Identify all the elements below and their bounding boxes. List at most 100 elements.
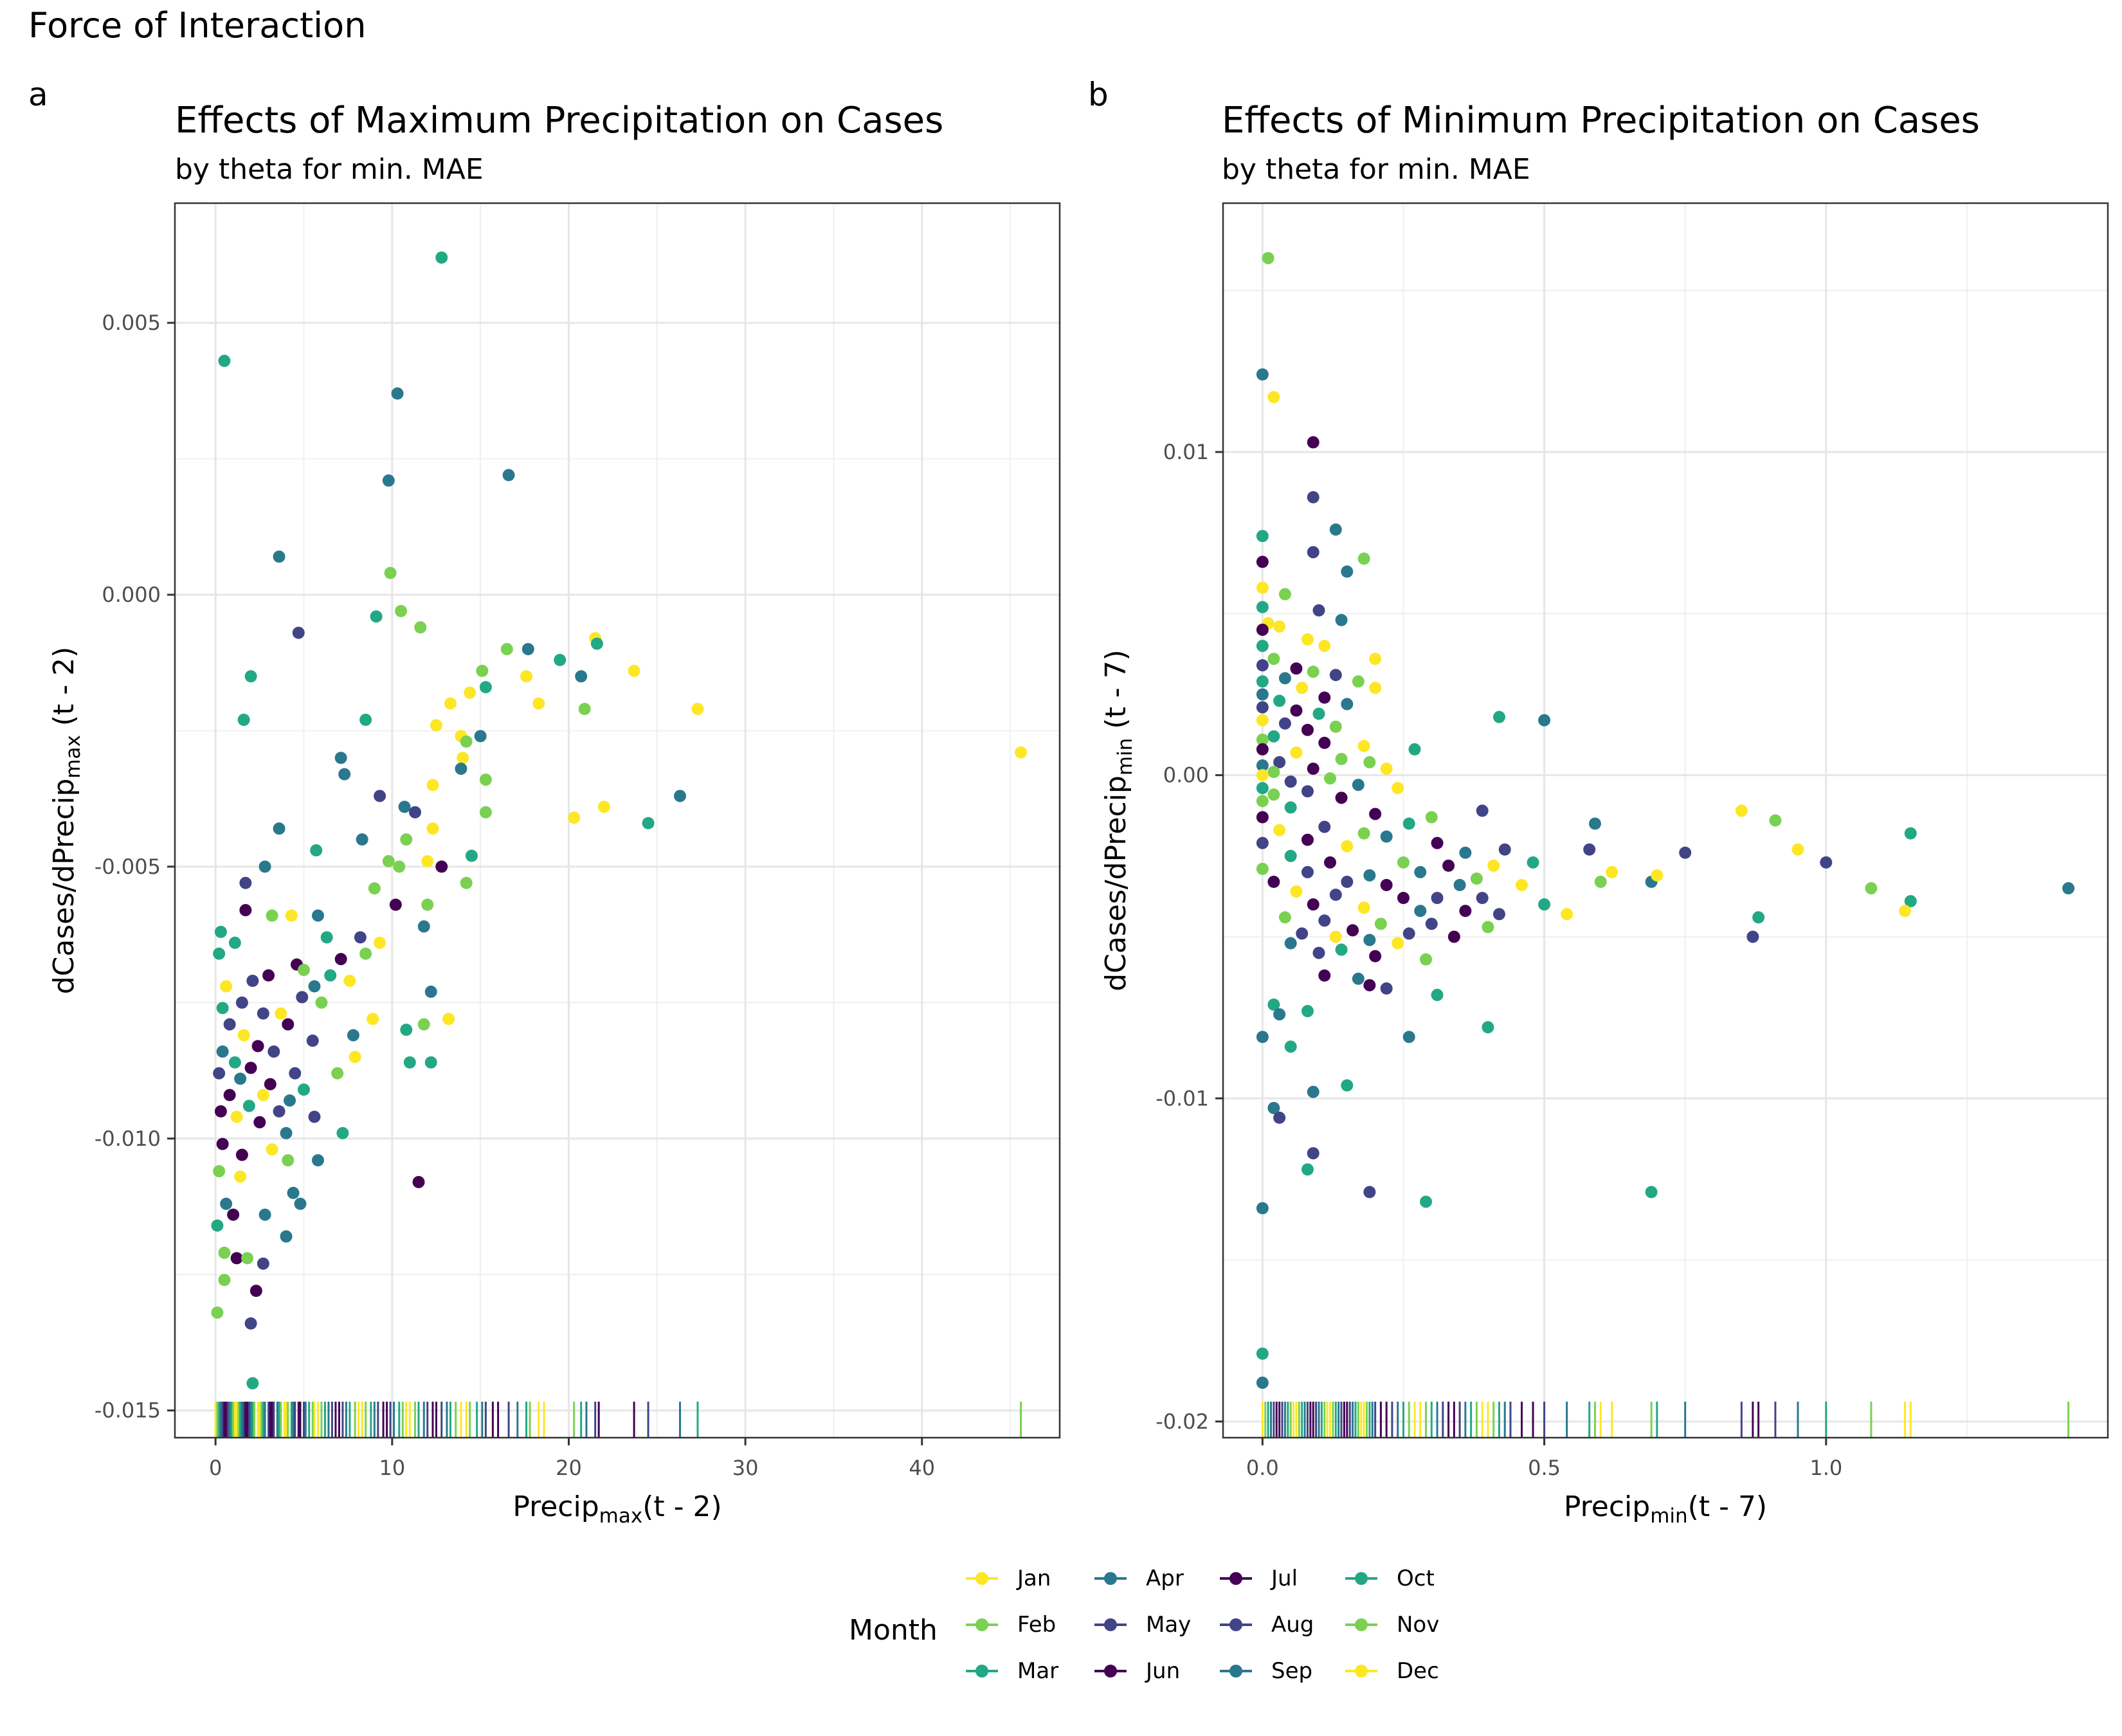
data-point [391, 387, 404, 400]
data-point [417, 920, 430, 933]
data-point [1256, 795, 1269, 808]
legend-item-dec: Dec [1344, 1655, 1439, 1687]
data-point [266, 909, 278, 922]
data-point [1318, 820, 1331, 833]
data-point [1431, 836, 1444, 849]
data-point [1414, 905, 1427, 918]
data-point [257, 1089, 269, 1101]
data-point [575, 670, 588, 683]
data-point [244, 1062, 257, 1074]
data-point [237, 714, 250, 727]
tick-label-x: 30 [732, 1456, 759, 1480]
data-point [1865, 882, 1878, 895]
data-point [460, 735, 473, 748]
data-point [479, 773, 492, 786]
data-point [1301, 833, 1314, 846]
data-point [465, 849, 478, 862]
legend-label: Nov [1397, 1612, 1440, 1638]
data-point [417, 1018, 430, 1031]
data-point [409, 806, 422, 818]
tick-label-x: 20 [556, 1456, 582, 1480]
data-point [479, 806, 492, 818]
data-point [331, 1067, 344, 1080]
data-point [258, 1208, 271, 1221]
data-point [1904, 827, 1917, 840]
data-point [1357, 552, 1370, 565]
data-point [1402, 1031, 1415, 1044]
data-point [1459, 905, 1472, 918]
x-axis-label: Precipmin(t - 7) [1564, 1490, 1767, 1528]
data-point [1651, 869, 1664, 882]
data-point [1256, 688, 1269, 701]
legend-label: Dec [1397, 1658, 1439, 1684]
data-point [1318, 914, 1331, 927]
data-point [211, 1306, 224, 1319]
data-point [1256, 1347, 1269, 1360]
legend-item-aug: Aug [1219, 1609, 1314, 1641]
data-point [246, 1377, 259, 1389]
data-point [228, 936, 241, 949]
data-point [1459, 846, 1472, 859]
tick-label-y: 0.00 [1163, 763, 1209, 788]
data-point [1397, 856, 1410, 869]
data-point [228, 1056, 241, 1069]
data-point [1420, 953, 1433, 966]
data-point [324, 969, 337, 982]
data-point [246, 975, 259, 988]
data-point [393, 860, 406, 873]
data-point [1369, 808, 1382, 820]
legend-item-jan: Jan [965, 1562, 1051, 1595]
data-point [1329, 930, 1342, 943]
legend-item-oct: Oct [1344, 1562, 1435, 1595]
data-point [1820, 856, 1833, 869]
data-point [403, 1056, 416, 1069]
data-point [374, 790, 386, 802]
data-point [1307, 546, 1319, 559]
data-point [1487, 859, 1500, 872]
legend-label: Sep [1271, 1658, 1313, 1684]
data-point [1752, 911, 1765, 924]
data-point [1594, 875, 1607, 888]
data-point [292, 626, 305, 639]
data-point [338, 768, 351, 781]
tick-label-y: 0.005 [102, 311, 161, 335]
data-point [1527, 856, 1539, 869]
data-point [257, 1257, 269, 1270]
data-point [216, 1045, 229, 1058]
data-point [1538, 898, 1551, 911]
data-point [1482, 921, 1494, 934]
data-point [1318, 736, 1331, 749]
data-point [1256, 675, 1269, 688]
data-point [282, 1154, 295, 1167]
data-point [1267, 1101, 1280, 1114]
data-point [275, 1007, 287, 1020]
data-point [1431, 892, 1444, 905]
panel-border [174, 202, 1061, 1439]
data-point [297, 1083, 310, 1096]
data-point [1256, 1377, 1269, 1389]
data-point [464, 686, 476, 699]
data-point [1329, 889, 1342, 901]
data-point [359, 947, 372, 960]
data-point [430, 719, 442, 732]
data-point [211, 1219, 224, 1232]
data-point [1606, 865, 1619, 878]
legend-item-mar: Mar [965, 1655, 1058, 1687]
data-point [1397, 892, 1410, 905]
tick-label-y: -0.02 [1156, 1409, 1209, 1434]
data-point [220, 980, 233, 993]
data-point [674, 790, 687, 802]
data-point [1363, 934, 1376, 946]
data-point [597, 800, 610, 813]
data-point [1335, 791, 1348, 804]
data-point [1335, 613, 1348, 626]
data-point [1296, 927, 1309, 940]
data-point [1324, 856, 1337, 869]
data-point [474, 730, 487, 743]
data-point [400, 1024, 413, 1036]
data-point [273, 1105, 286, 1118]
data-point [1498, 843, 1511, 856]
data-point [455, 763, 467, 775]
data-point [1335, 943, 1348, 956]
chart-b-title: Effects of Minimum Precipitation on Case… [1222, 100, 1980, 141]
